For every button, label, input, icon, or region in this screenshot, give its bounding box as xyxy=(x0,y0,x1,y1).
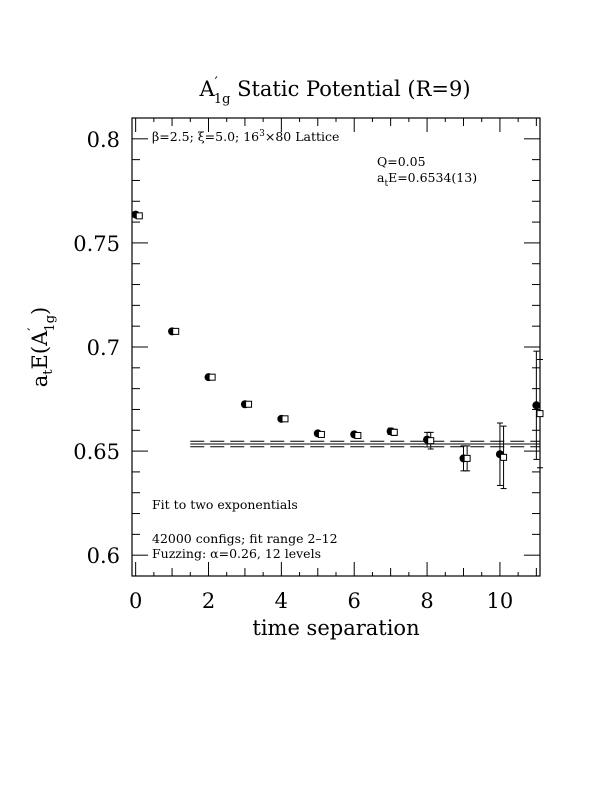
data-points xyxy=(131,210,544,490)
fuzzing-annotation: Fuzzing: α=0.26, 12 levels xyxy=(152,546,321,561)
configs-annotation: 42000 configs; fit range 2–12 xyxy=(152,531,338,546)
data-point-square xyxy=(427,437,435,445)
energy-annotation: atE=0.6534(13) xyxy=(377,170,477,189)
data-point-square xyxy=(135,212,143,220)
x-tick-label: 0 xyxy=(129,589,142,613)
data-point-square xyxy=(208,373,216,381)
chart-title: A′ 1g Static Potential (R=9) xyxy=(198,75,470,107)
x-tick-label: 4 xyxy=(275,589,288,613)
data-point-square xyxy=(463,454,471,462)
lattice-annotation: β=2.5; ξ=5.0; 163×80 Lattice xyxy=(152,129,339,144)
x-axis-label: time separation xyxy=(252,616,419,640)
data-point-square xyxy=(172,327,180,335)
y-tick-label: 0.75 xyxy=(73,232,120,256)
fit-annotation: Fit to two exponentials xyxy=(152,497,298,512)
data-point-square xyxy=(245,400,253,408)
y-axis-label: atE(A′1g) xyxy=(26,307,58,387)
x-tick-label: 8 xyxy=(420,589,433,613)
data-point-square xyxy=(390,428,398,436)
data-point-square xyxy=(500,453,508,461)
y-tick-label: 0.8 xyxy=(87,128,120,152)
y-tick-label: 0.6 xyxy=(87,544,120,568)
y-tick-labels: 0.6 0.65 0.7 0.75 0.8 xyxy=(73,128,120,568)
x-tick-label: 10 xyxy=(487,589,514,613)
data-point-square xyxy=(281,415,289,423)
fit-band xyxy=(190,440,540,448)
data-point-square xyxy=(354,431,362,439)
x-tick-labels: 0 2 4 6 8 10 xyxy=(129,589,513,613)
q-annotation: Q=0.05 xyxy=(377,154,426,169)
x-tick-label: 6 xyxy=(348,589,361,613)
axis-ticks xyxy=(132,117,540,577)
data-point-square xyxy=(536,410,544,418)
data-point-circle xyxy=(532,401,541,410)
x-tick-label: 2 xyxy=(202,589,215,613)
y-tick-label: 0.7 xyxy=(87,336,120,360)
data-point-square xyxy=(317,430,325,438)
y-tick-label: 0.65 xyxy=(73,440,120,464)
